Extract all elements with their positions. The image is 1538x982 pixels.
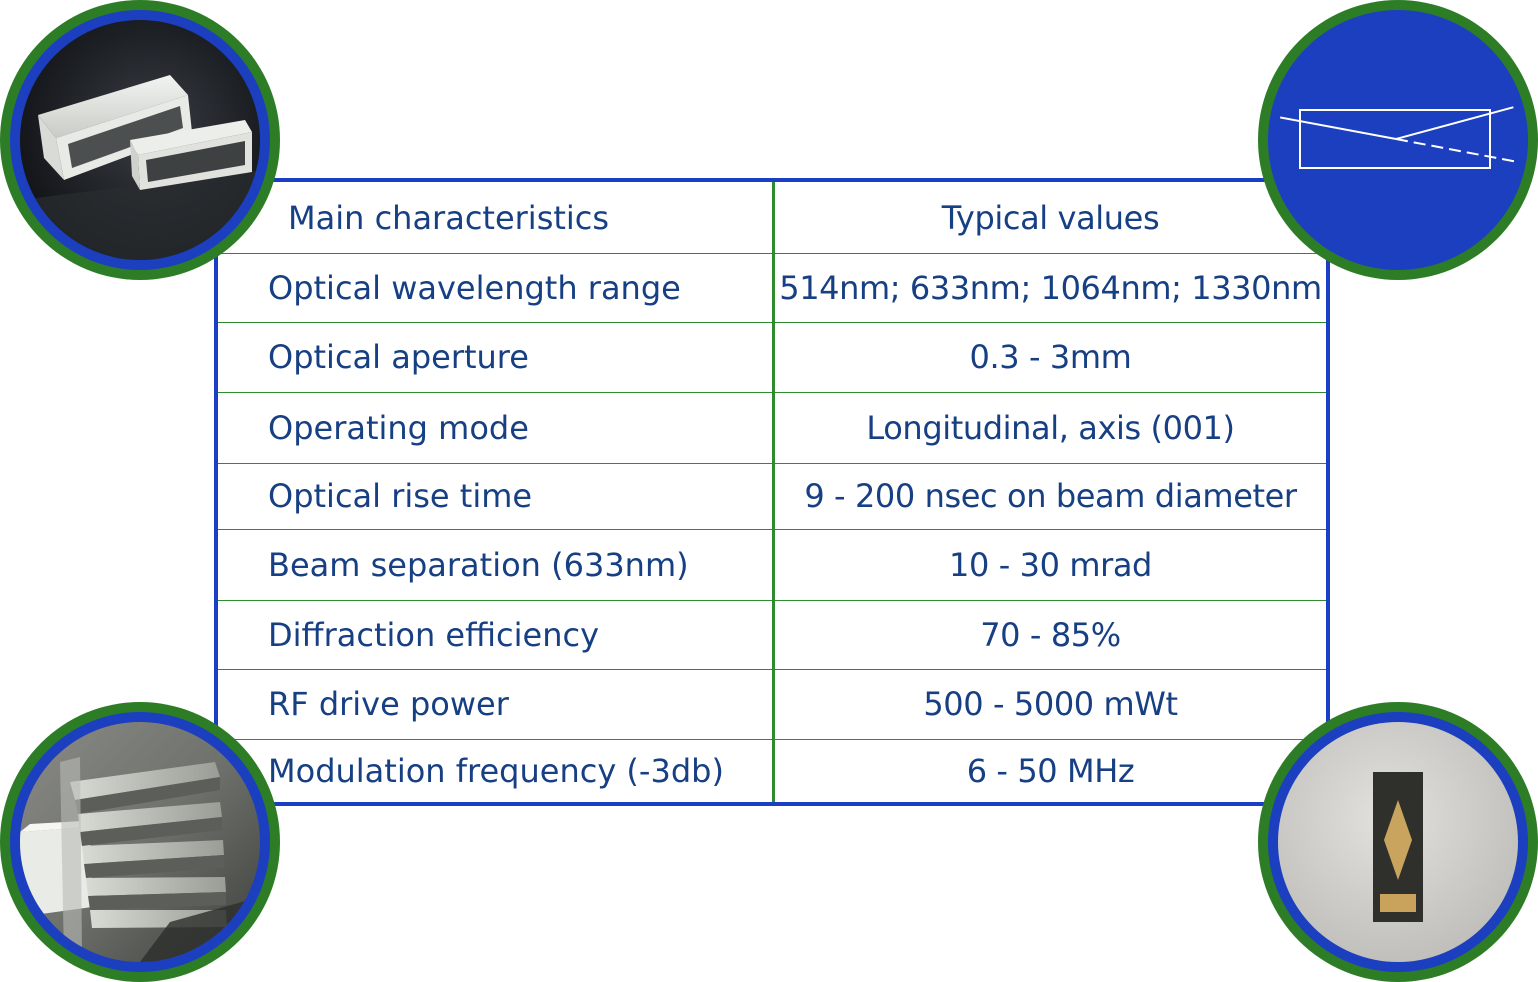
beam-deflection-diagram	[1258, 0, 1538, 280]
row-value: 500 - 5000 mWt	[923, 685, 1178, 723]
row-value: 514nm; 633nm; 1064nm; 1330nm	[779, 268, 1322, 307]
row-value: 70 - 85%	[980, 615, 1121, 654]
row-name: Diffraction efficiency	[268, 615, 600, 654]
row-name: Beam separation (633nm)	[268, 545, 689, 584]
row-name: RF drive power	[268, 685, 509, 723]
header-typical-values: Typical values	[941, 198, 1160, 237]
table-row: Optical aperture 0.3 - 3mm	[218, 322, 1326, 393]
header-characteristics: Main characteristics	[288, 198, 610, 237]
spec-table: Main characteristics Typical values Opti…	[214, 178, 1330, 806]
column-divider	[772, 182, 775, 802]
table-row: Beam separation (633nm) 10 - 30 mrad	[218, 529, 1326, 601]
row-value: 6 - 50 MHz	[966, 751, 1135, 790]
row-name: Modulation frequency (-3db)	[268, 751, 724, 790]
row-value: Longitudinal, axis (001)	[866, 408, 1235, 447]
row-value: 9 - 200 nsec on beam diameter	[804, 477, 1297, 515]
table-row: Optical rise time 9 - 200 nsec on beam d…	[218, 463, 1326, 530]
row-name: Optical rise time	[268, 477, 533, 515]
transducer-chip-photo	[1258, 702, 1538, 982]
table-header-row: Main characteristics Typical values	[218, 182, 1326, 254]
row-value: 0.3 - 3mm	[969, 338, 1132, 376]
row-name: Optical aperture	[268, 338, 529, 376]
table-row: Diffraction efficiency 70 - 85%	[218, 600, 1326, 670]
table-row: Operating mode Longitudinal, axis (001)	[218, 392, 1326, 464]
crystal-array-photo	[0, 702, 280, 982]
table-row: RF drive power 500 - 5000 mWt	[218, 669, 1326, 740]
row-name: Optical wavelength range	[268, 268, 681, 307]
row-value: 10 - 30 mrad	[949, 545, 1152, 584]
row-name: Operating mode	[268, 408, 529, 447]
crystal-pair-photo	[0, 0, 280, 280]
table-row: Optical wavelength range 514nm; 633nm; 1…	[218, 253, 1326, 323]
table-row: Modulation frequency (-3db) 6 - 50 MHz	[218, 739, 1326, 802]
